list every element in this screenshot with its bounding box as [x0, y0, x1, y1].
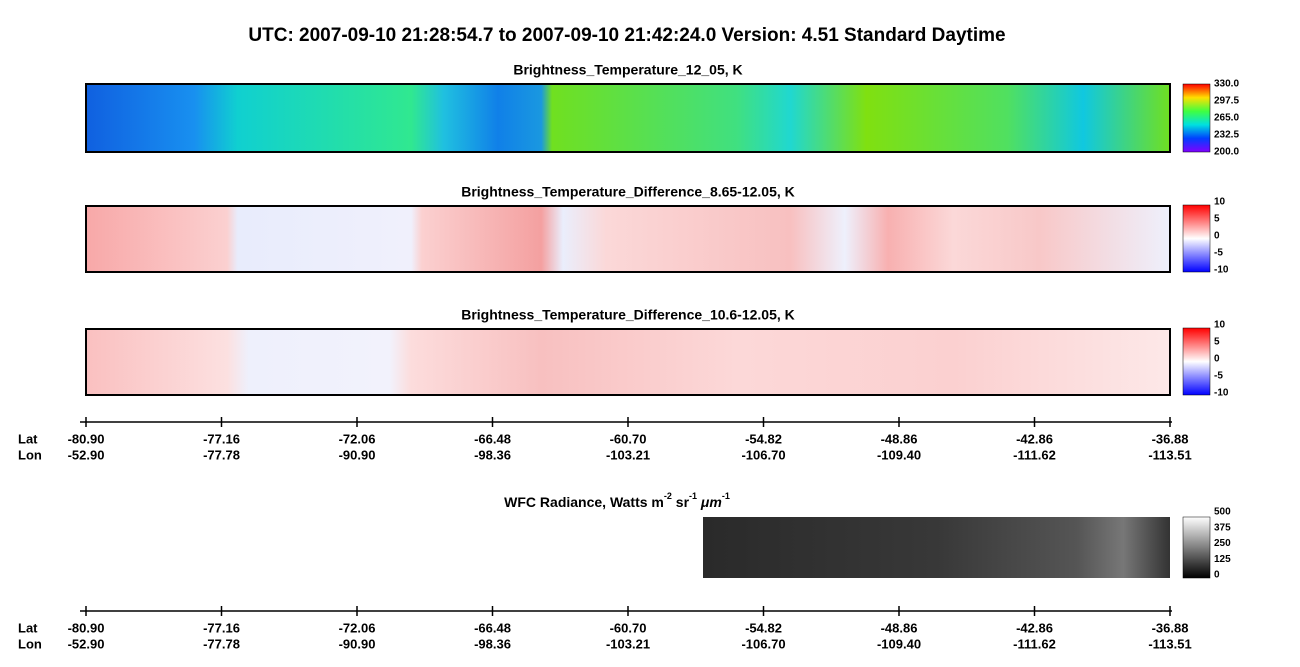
- title-part: WFC Radiance, Watts m: [504, 494, 664, 510]
- colorbar-label: 0: [1214, 231, 1220, 242]
- colorbar-label: 10: [1214, 320, 1226, 331]
- colorbar-label: 10: [1214, 197, 1226, 208]
- image-panel: [85, 328, 1171, 396]
- title-part: sr: [672, 494, 690, 510]
- colorbar-label: 232.5: [1214, 130, 1239, 141]
- lat-label: -80.90: [68, 620, 105, 635]
- wfc-title: WFC Radiance, Watts m-2 sr-1 μm-1: [504, 491, 730, 509]
- lat-label: -80.90: [68, 431, 105, 446]
- lat-label: -77.16: [203, 431, 240, 446]
- lon-label: -103.21: [606, 636, 650, 651]
- colorbar: [1182, 83, 1211, 153]
- title-part: μm: [697, 494, 722, 510]
- panel-title: Brightness_Temperature_12_05, K: [513, 62, 742, 78]
- lon-label: -111.62: [1013, 447, 1056, 462]
- lon-label: -98.36: [474, 636, 511, 651]
- lon-label: -109.40: [877, 636, 921, 651]
- colorbar: [1182, 327, 1211, 396]
- colorbar-label: 200.0: [1214, 147, 1239, 158]
- panel-title: Brightness_Temperature_Difference_8.65-1…: [461, 184, 795, 200]
- image-panel: [85, 205, 1171, 273]
- title: UTC: 2007-09-10 21:28:54.7 to 2007-09-10…: [248, 25, 1005, 46]
- axis-row-label: Lon: [18, 636, 42, 651]
- lon-label: -52.90: [68, 636, 105, 651]
- lat-label: -42.86: [1016, 620, 1053, 635]
- lon-label: -109.40: [877, 447, 921, 462]
- title-part: -2: [664, 491, 672, 501]
- lat-label: -48.86: [881, 620, 918, 635]
- lat-label: -60.70: [610, 620, 647, 635]
- colorbar-label: 125: [1214, 554, 1231, 565]
- lon-label: -103.21: [606, 447, 650, 462]
- colorbar-label: 5: [1214, 214, 1220, 225]
- colorbar-label: 330.0: [1214, 79, 1239, 90]
- lon-label: -77.78: [203, 447, 240, 462]
- lat-label: -48.86: [881, 431, 918, 446]
- panel-title: Brightness_Temperature_Difference_10.6-1…: [461, 307, 795, 323]
- lon-label: -111.62: [1013, 636, 1056, 651]
- lat-label: -36.88: [1152, 620, 1189, 635]
- colorbar-label: 500: [1214, 507, 1231, 518]
- axis-row-label: Lon: [18, 447, 42, 462]
- colorbar-label: 0: [1214, 354, 1220, 365]
- lat-label: -42.86: [1016, 431, 1053, 446]
- colorbar-label: -10: [1214, 388, 1229, 399]
- colorbar-label: 5: [1214, 337, 1220, 348]
- colorbar-label: -10: [1214, 265, 1229, 276]
- colorbar: [1182, 516, 1211, 579]
- lon-label: -52.90: [68, 447, 105, 462]
- lon-label: -113.51: [1148, 636, 1191, 651]
- lat-label: -72.06: [339, 431, 376, 446]
- wfc-image: [703, 517, 1170, 578]
- colorbar-label: 250: [1214, 538, 1231, 549]
- title-part: -1: [689, 491, 697, 501]
- axis-row-label: Lat: [18, 431, 38, 446]
- lon-label: -90.90: [339, 447, 376, 462]
- lon-label: -106.70: [741, 636, 785, 651]
- colorbar-label: 265.0: [1214, 113, 1239, 124]
- lat-label: -60.70: [610, 431, 647, 446]
- colorbar-label: -5: [1214, 248, 1223, 259]
- lat-label: -66.48: [474, 431, 511, 446]
- colorbar-label: 0: [1214, 570, 1220, 581]
- lon-label: -98.36: [474, 447, 511, 462]
- colorbar-label: 297.5: [1214, 96, 1239, 107]
- colorbar-label: -5: [1214, 371, 1223, 382]
- lat-label: -36.88: [1152, 431, 1189, 446]
- colorbar: [1182, 204, 1211, 273]
- lon-label: -77.78: [203, 636, 240, 651]
- axis-row-label: Lat: [18, 620, 38, 635]
- title-part: -1: [722, 491, 730, 501]
- lat-label: -72.06: [339, 620, 376, 635]
- lat-label: -54.82: [745, 431, 782, 446]
- lat-label: -77.16: [203, 620, 240, 635]
- lon-label: -106.70: [741, 447, 785, 462]
- lon-label: -113.51: [1148, 447, 1191, 462]
- image-panel: [85, 83, 1171, 153]
- colorbar-label: 375: [1214, 522, 1231, 533]
- lat-label: -54.82: [745, 620, 782, 635]
- lat-label: -66.48: [474, 620, 511, 635]
- lon-label: -90.90: [339, 636, 376, 651]
